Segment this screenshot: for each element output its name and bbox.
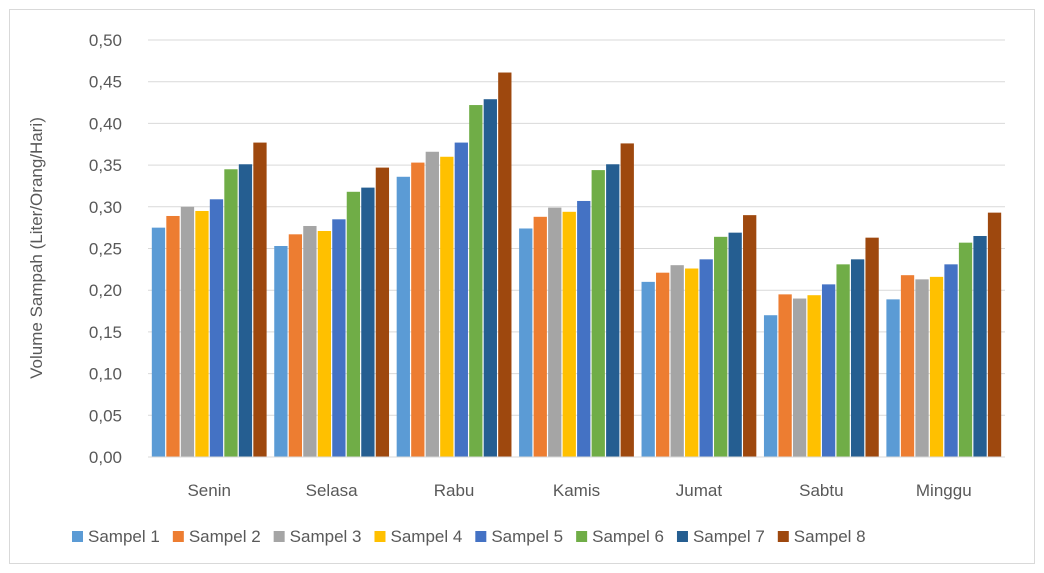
y-tick-label: 0,50 (89, 31, 122, 50)
bar (656, 272, 670, 457)
bar (288, 234, 303, 457)
bar (987, 212, 1002, 457)
bar (900, 275, 915, 457)
x-tick-label: Minggu (916, 481, 972, 500)
bar (850, 259, 865, 457)
y-tick-label: 0,40 (89, 114, 122, 133)
bar (836, 264, 850, 457)
legend-swatch (676, 531, 688, 542)
bar (346, 191, 361, 457)
legend-swatch (374, 531, 386, 542)
bar (929, 276, 944, 457)
bar (807, 295, 821, 457)
legend: Sampel 1 Sampel 2 Sampel 3 Sampel 4 Sampel 5… (72, 527, 866, 546)
legend-label: Sampel 7 (693, 527, 765, 546)
bar (238, 164, 253, 458)
y-tick-label: 0,45 (89, 73, 122, 92)
bar (915, 279, 929, 457)
bar (151, 227, 166, 457)
x-tick-label: Kamis (553, 481, 600, 500)
legend-swatch (273, 531, 285, 542)
y-tick-label: 0,10 (89, 365, 122, 384)
x-tick-label: Senin (187, 481, 230, 500)
bar (454, 142, 468, 457)
legend-swatch (172, 531, 184, 542)
legend-label: Sampel 2 (189, 527, 261, 546)
bar (792, 298, 807, 457)
bar (699, 259, 713, 457)
bar (641, 281, 655, 457)
y-tick-label: 0,20 (89, 281, 122, 300)
bar (958, 242, 973, 457)
bar (886, 299, 900, 457)
bar (685, 268, 699, 457)
y-tick-label: 0,35 (89, 156, 122, 175)
bar (483, 99, 497, 458)
bar (944, 264, 958, 457)
legend-label: Sampel 4 (390, 527, 462, 546)
bar (396, 176, 410, 457)
bar (973, 235, 987, 457)
legend-swatch (777, 531, 789, 542)
bar (274, 245, 288, 457)
bar (469, 105, 483, 457)
bar (778, 294, 792, 457)
bar (606, 164, 620, 458)
bar (728, 232, 742, 457)
bar (562, 211, 576, 457)
legend-swatch (576, 531, 588, 542)
bars (151, 72, 1002, 458)
bar (303, 225, 317, 457)
x-tick-label: Sabtu (799, 481, 843, 500)
bar (375, 167, 390, 458)
bar (317, 230, 332, 457)
bar (209, 199, 224, 457)
y-tick-label: 0,05 (89, 406, 122, 425)
bar (332, 219, 346, 457)
bar (195, 210, 209, 457)
legend-swatch (72, 531, 83, 542)
legend-swatch (475, 531, 487, 542)
bar (577, 200, 591, 457)
legend-label: Sampel 3 (290, 527, 362, 546)
legend-label: Sampel 6 (592, 527, 664, 546)
bar (821, 284, 836, 457)
x-tick-label: Jumat (676, 481, 723, 500)
y-tick-label: 0,30 (89, 198, 122, 217)
bar (620, 143, 634, 457)
bar (548, 207, 562, 457)
bar (714, 236, 728, 457)
bar (498, 72, 512, 457)
bar (411, 162, 425, 457)
bar (440, 156, 454, 457)
bar (180, 206, 195, 457)
bar (361, 187, 375, 458)
bar (253, 142, 267, 457)
bar (591, 170, 605, 457)
bar (166, 215, 180, 457)
legend-label: Sampel 1 (88, 527, 160, 546)
legend-label: Sampel 8 (794, 527, 866, 546)
y-tick-label: 0,25 (89, 240, 122, 259)
bar (865, 237, 879, 457)
bar (425, 151, 439, 458)
bar (670, 265, 684, 457)
bar (743, 215, 757, 457)
bar (533, 216, 547, 457)
x-tick-label: Selasa (306, 481, 359, 500)
legend-label: Sampel 5 (491, 527, 563, 546)
bar (519, 228, 533, 457)
y-tick-label: 0,15 (89, 323, 122, 342)
y-tick-label: 0,00 (89, 448, 122, 467)
x-axis-ticks: Senin Selasa Rabu Kamis Jumat Sabtu Minggu (187, 481, 971, 500)
bar (224, 169, 238, 457)
y-axis-ticks: 0,00 0,05 0,10 0,15 0,20 0,25 0,30 0,35 0,40 0,45… (89, 31, 122, 467)
y-axis-label: Volume Sampah (Liter/Orang/Hari) (27, 117, 46, 379)
bar (763, 315, 778, 457)
x-tick-label: Rabu (434, 481, 475, 500)
